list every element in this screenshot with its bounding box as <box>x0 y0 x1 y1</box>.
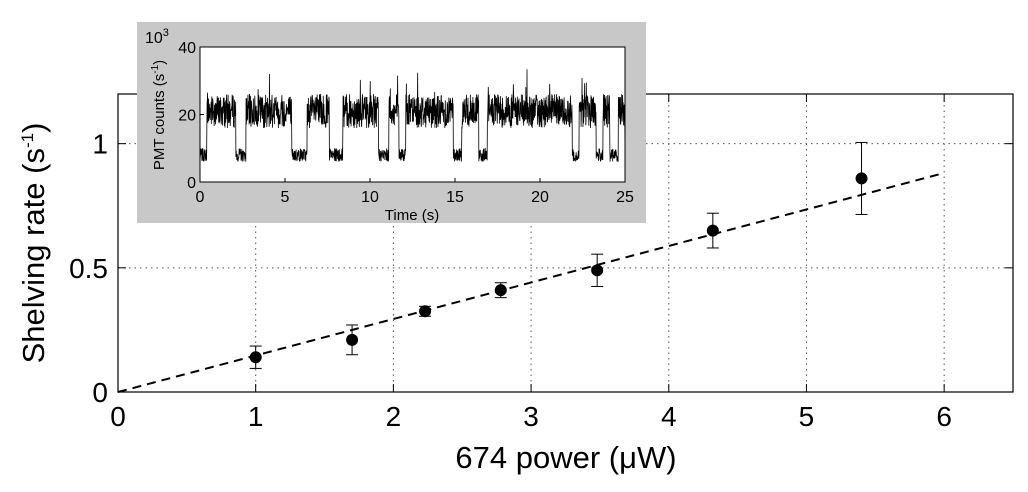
x-tick-label: 1 <box>248 401 264 432</box>
inset-y-axis-label-close: ) <box>151 60 168 65</box>
inset-y-tick-label: 0 <box>187 175 196 192</box>
y-axis-label-close: ) <box>16 123 51 133</box>
inset-x-tick-label: 20 <box>531 189 549 206</box>
x-tick-label: 4 <box>661 401 677 432</box>
x-axis-label: 674 power (μW) <box>455 440 676 475</box>
inset-ticks: 0 5 10 15 20 25 0 20 40 <box>178 40 634 206</box>
point-marker <box>855 172 868 185</box>
data-point <box>591 253 604 287</box>
x-tick-label: 6 <box>936 401 952 432</box>
inset-x-tick-label: 15 <box>446 189 464 206</box>
inset-y-multiplier-exp: 3 <box>163 27 169 39</box>
inset-y-tick-label: 40 <box>178 40 196 57</box>
point-marker <box>419 305 432 318</box>
data-point <box>855 141 868 215</box>
data-point <box>494 282 507 299</box>
data-point <box>249 345 262 369</box>
point-marker <box>494 284 507 297</box>
inset-y-tick-label: 20 <box>178 108 196 125</box>
x-tick-label: 5 <box>799 401 815 432</box>
inset-x-axis-label: Time (s) <box>385 207 439 224</box>
x-tick-label: 2 <box>386 401 402 432</box>
inset-x-tick-label: 5 <box>281 189 290 206</box>
y-axis-label: Shelving rate (s-1) <box>16 123 51 364</box>
x-tick-label: 0 <box>110 401 126 432</box>
y-tick-label: 0.5 <box>69 253 108 284</box>
y-tick-label: 0 <box>92 377 108 408</box>
point-marker <box>346 333 359 346</box>
inset-x-tick-label: 0 <box>196 189 205 206</box>
y-axis-label-main: Shelving rate (s <box>16 148 51 363</box>
main-ticks: 0 1 2 3 4 5 6 0 0.5 1 <box>69 94 1013 432</box>
inset-y-multiplier-base: 10 <box>145 30 163 47</box>
point-marker <box>591 264 604 277</box>
inset-chart: 0 5 10 15 20 25 0 20 40 Time (s) PMT counts (s-1… <box>137 22 646 224</box>
data-point <box>419 305 432 318</box>
point-marker <box>706 224 719 237</box>
main-chart: 0 1 2 3 4 5 6 0 0.5 1 674 power (μW) Shelving rat… <box>16 93 1014 475</box>
point-marker <box>249 351 262 364</box>
inset-y-axis-label-main: PMT counts (s <box>151 74 168 170</box>
inset-trace <box>199 69 626 162</box>
inset-x-tick-label: 10 <box>361 189 379 206</box>
inset-y-axis-label-sup: -1 <box>150 64 161 73</box>
inset-y-multiplier: 103 <box>145 27 169 47</box>
data-point <box>706 212 719 249</box>
inset-x-tick-label: 25 <box>616 189 634 206</box>
y-tick-label: 1 <box>92 129 108 160</box>
inset-y-axis-label: PMT counts (s-1) <box>150 60 168 170</box>
x-tick-label: 3 <box>523 401 539 432</box>
y-axis-label-sup: -1 <box>18 133 37 148</box>
data-points <box>249 141 868 369</box>
data-point <box>346 324 359 356</box>
